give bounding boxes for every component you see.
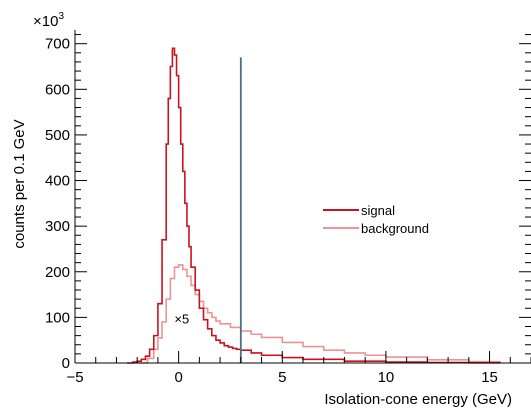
- legend: signal background: [323, 203, 429, 236]
- y-tick-label: 200: [45, 264, 70, 281]
- y-tick-label: 0: [62, 355, 70, 372]
- y-tick-label: 400: [45, 173, 70, 190]
- y-scale-exponent: 3: [58, 11, 64, 22]
- x-tick-label: 10: [378, 369, 395, 386]
- x-tick-label: −5: [66, 369, 83, 386]
- x-tick-label: 15: [481, 369, 498, 386]
- y-tick-label: 100: [45, 309, 70, 326]
- legend-label-signal: signal: [361, 203, 395, 218]
- legend-label-background: background: [361, 221, 429, 236]
- y-tick-label: 700: [45, 36, 70, 53]
- x-axis-title: Isolation-cone energy (GeV): [324, 391, 512, 408]
- scale-annotation: ×5: [174, 312, 189, 327]
- axes-frame: [74, 30, 531, 364]
- series-layer: [126, 47, 501, 364]
- y-axis-title: counts per 0.1 GeV: [11, 119, 28, 248]
- y-tick-label: 600: [45, 81, 70, 98]
- x-tick-label: 5: [278, 369, 286, 386]
- y-scale-base: ×10: [33, 13, 58, 30]
- series-line-background: [137, 264, 501, 364]
- x-tick-label: 0: [174, 369, 182, 386]
- y-scale-factor: ×103: [33, 11, 64, 30]
- y-tick-label: 300: [45, 218, 70, 235]
- series-line-signal: [126, 47, 501, 364]
- y-tick-label: 500: [45, 127, 70, 144]
